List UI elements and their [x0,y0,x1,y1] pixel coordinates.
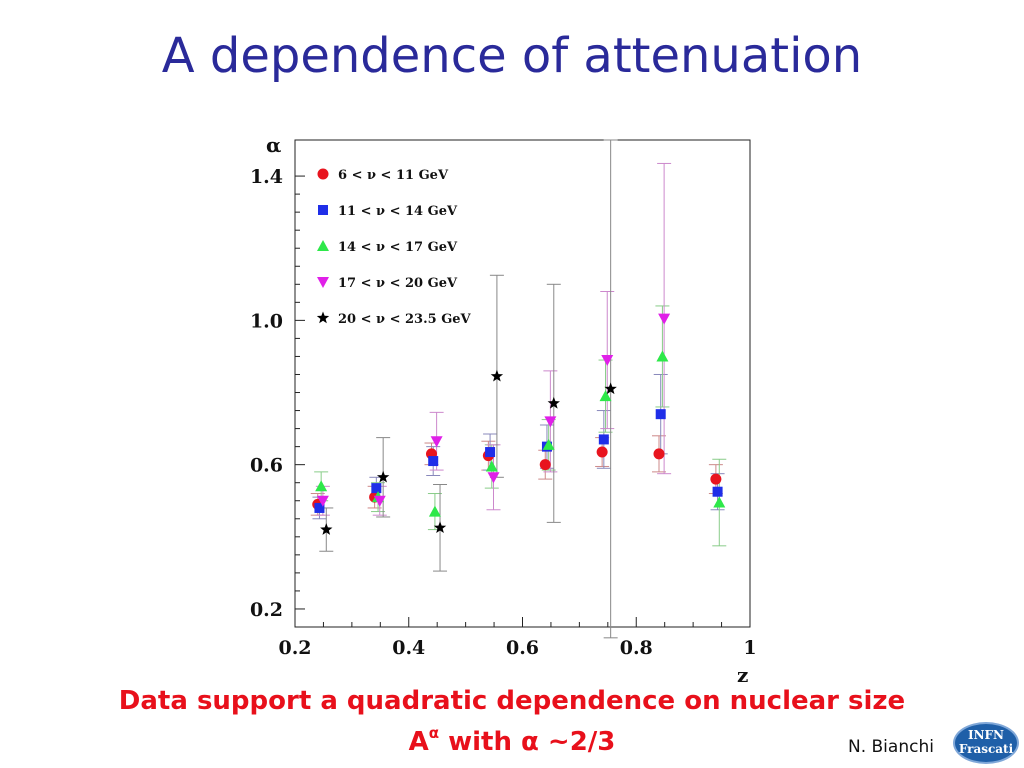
legend-marker [317,240,329,251]
data-points [312,313,726,535]
data-point [428,505,441,517]
caption-rest: with α ~2/3 [439,727,616,757]
y-tick-label: 0.2 [250,599,283,621]
y-tick-label: 1.0 [250,310,283,332]
y-axis-label: α [266,133,281,157]
data-point [712,486,723,497]
data-point [658,313,671,325]
data-point [485,460,498,472]
legend: 6 < ν < 11 GeV 11 < ν < 14 GeV 14 < ν < 17… [316,168,472,327]
logo-line-2: Frascati [958,742,1014,756]
y-tick-label: 1.4 [250,166,283,188]
data-point [599,390,612,402]
axis-ticks: 0.2 0.4 0.6 0.8 1 0.2 0.6 1.0 1.4 [250,166,757,659]
data-point [485,447,496,458]
data-point [373,495,386,507]
legend-label: 11 < ν < 14 GeV [338,204,458,219]
caption-alpha-sup: α [428,724,440,742]
data-point [598,434,609,445]
caption-line-1: Data support a quadratic dependence on n… [118,686,906,716]
data-point [710,473,722,485]
data-point [433,521,447,534]
legend-label: 20 < ν < 23.5 GeV [338,312,472,327]
data-point [316,495,329,507]
data-point [314,502,325,513]
x-tick-label: 0.8 [620,637,653,659]
data-point [315,480,328,492]
x-tick-label: 0.6 [506,637,539,659]
legend-marker [316,311,330,324]
legend-label: 17 < ν < 20 GeV [338,276,458,291]
author-name: N. Bianchi [848,737,934,757]
data-point [601,355,614,367]
data-point [376,470,390,483]
legend-marker [317,168,329,180]
data-point [547,396,560,409]
data-point [656,350,669,362]
logo-line-1: INFN [967,728,1005,742]
data-point [544,416,557,428]
data-point [596,446,608,458]
legend-label: 6 < ν < 11 GeV [338,168,449,183]
legend-marker [318,205,328,215]
legend-label: 14 < ν < 17 GeV [338,240,458,255]
data-point [490,369,504,382]
infn-logo: INFN Frascati [953,722,1019,764]
caption-line-2: Aα with α ~2/3 [0,724,1024,757]
data-point [604,382,617,395]
x-tick-label: 0.2 [278,637,311,659]
caption-a: A [408,727,429,757]
data-point [371,483,382,494]
x-tick-label: 1 [743,637,756,659]
legend-marker [317,277,329,288]
slide-title: A dependence of attenuation [161,28,863,84]
data-point [653,448,665,460]
data-point [713,496,726,508]
data-point [428,456,439,467]
x-tick-label: 0.4 [392,637,425,659]
data-point [539,459,551,471]
x-axis-label: z [737,663,748,687]
data-point [430,436,443,448]
data-point [487,472,500,484]
y-tick-label: 0.6 [250,455,283,477]
data-point [320,523,333,535]
data-point [542,438,555,450]
data-point [655,409,666,420]
